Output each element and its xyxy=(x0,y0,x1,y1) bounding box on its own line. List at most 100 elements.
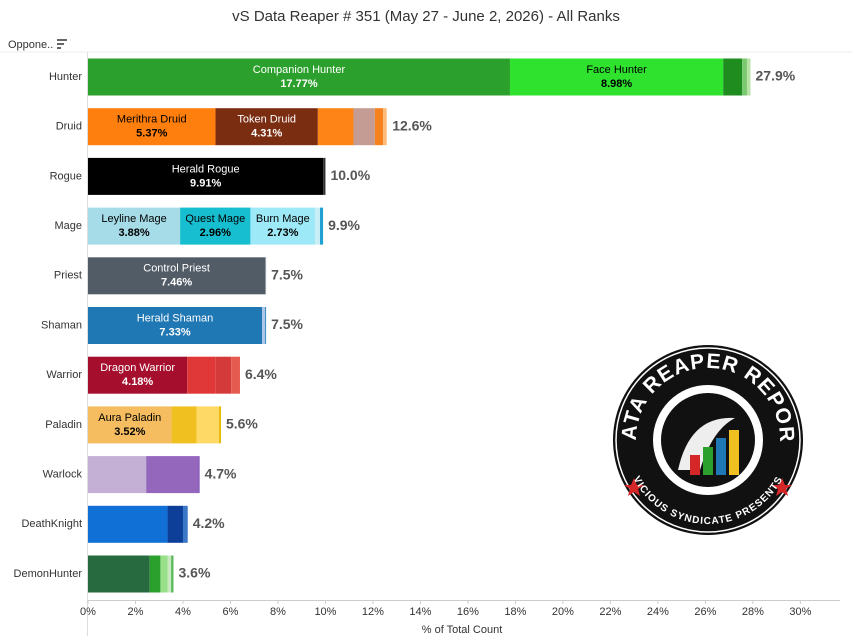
bar-segment xyxy=(723,58,743,96)
segment-value: 7.33% xyxy=(159,326,190,338)
total-label: 7.5% xyxy=(271,267,303,283)
bar-segment xyxy=(187,356,216,394)
column-header: Oppone.. xyxy=(8,39,53,51)
segment-name: Dragon Warrior xyxy=(100,362,175,374)
segment-name: Merithra Druid xyxy=(117,114,187,126)
x-tick-label: 20% xyxy=(552,606,574,618)
category-label: Warlock xyxy=(43,469,83,481)
category-label: Rogue xyxy=(50,170,82,182)
bar-segment xyxy=(167,505,183,543)
x-tick-label: 2% xyxy=(128,606,144,618)
segment-name: Herald Shaman xyxy=(137,312,213,324)
category-label: Shaman xyxy=(41,319,82,331)
x-tick-label: 10% xyxy=(314,606,336,618)
segment-value: 9.91% xyxy=(190,177,221,189)
x-tick-label: 16% xyxy=(457,606,479,618)
total-label: 12.6% xyxy=(392,117,432,133)
x-tick-label: 8% xyxy=(270,606,286,618)
bar-segment xyxy=(265,257,267,295)
bar-segment xyxy=(219,406,221,444)
bar-segment xyxy=(746,58,751,96)
bar-segment xyxy=(509,58,724,96)
total-label: 9.9% xyxy=(328,217,360,233)
bar-segment xyxy=(231,356,240,394)
bar-segment xyxy=(88,307,263,344)
bar-segment xyxy=(167,555,172,593)
segment-value: 2.96% xyxy=(200,227,231,239)
segment-name: Quest Mage xyxy=(185,213,245,225)
category-label: DemonHunter xyxy=(14,568,83,580)
bar-segment xyxy=(264,307,267,344)
bar-segment xyxy=(171,406,197,444)
total-label: 5.6% xyxy=(226,416,258,432)
segment-value: 5.37% xyxy=(136,128,167,140)
logo-star xyxy=(624,478,644,496)
sort-icon[interactable] xyxy=(57,39,67,49)
segment-value: 3.52% xyxy=(114,426,145,438)
segment-value: 2.73% xyxy=(267,227,298,239)
category-label: Hunter xyxy=(49,71,82,83)
bar-segment xyxy=(196,406,220,444)
x-tick-label: 22% xyxy=(599,606,621,618)
logo-bar xyxy=(690,455,700,475)
bar-segment xyxy=(88,406,172,444)
segment-name: Companion Hunter xyxy=(253,64,346,76)
x-tick-label: 26% xyxy=(694,606,716,618)
category-label: Mage xyxy=(54,220,82,232)
bar-segment xyxy=(319,207,324,245)
bar-segment xyxy=(374,108,384,146)
segment-name: Control Priest xyxy=(143,263,210,275)
segment-name: Herald Rogue xyxy=(172,163,240,175)
segment-value: 4.31% xyxy=(251,128,282,140)
bar-segment xyxy=(171,555,174,593)
segment-value: 8.98% xyxy=(601,78,632,90)
bar-segment xyxy=(88,58,510,96)
bar-segment xyxy=(180,207,251,245)
x-tick-label: 6% xyxy=(223,606,239,618)
total-label: 4.2% xyxy=(193,515,225,531)
x-tick-label: 4% xyxy=(175,606,191,618)
category-label: Priest xyxy=(54,270,82,282)
category-label: DeathKnight xyxy=(21,518,82,530)
bar-segment xyxy=(323,157,326,195)
bar-segment xyxy=(198,456,200,494)
bar-segment xyxy=(88,257,266,295)
bar-segment xyxy=(742,58,747,96)
segment-name: Burn Mage xyxy=(256,213,310,225)
segment-name: Aura Paladin xyxy=(98,412,161,424)
total-label: 3.6% xyxy=(178,565,210,581)
x-tick-label: 28% xyxy=(742,606,764,618)
bar-segment xyxy=(88,108,216,146)
logo-star xyxy=(772,478,792,496)
segment-value: 17.77% xyxy=(280,78,318,90)
total-label: 27.9% xyxy=(756,68,796,84)
x-tick-label: 18% xyxy=(504,606,526,618)
segment-value: 3.88% xyxy=(118,227,149,239)
bar-segment xyxy=(88,505,168,543)
bar-segment xyxy=(262,307,265,344)
bar-segment xyxy=(317,108,354,146)
bar-segment xyxy=(383,108,387,146)
total-label: 7.5% xyxy=(271,316,303,332)
segment-name: Face Hunter xyxy=(586,64,647,76)
segment-name: Leyline Mage xyxy=(101,213,166,225)
total-label: 6.4% xyxy=(245,366,277,382)
segment-value: 4.18% xyxy=(122,376,153,388)
category-label: Druid xyxy=(56,121,82,133)
total-label: 10.0% xyxy=(330,167,370,183)
bar-segment xyxy=(215,108,318,146)
bar-segment xyxy=(88,356,188,394)
bar-segment xyxy=(88,555,150,593)
logo-bar xyxy=(703,447,713,475)
bar-segment xyxy=(315,207,320,245)
bar-segment xyxy=(182,505,188,543)
x-tick-label: 30% xyxy=(789,606,811,618)
logo-bar xyxy=(729,430,739,475)
bar-segment xyxy=(88,157,324,195)
x-tick-label: 12% xyxy=(362,606,384,618)
total-label: 4.7% xyxy=(205,465,237,481)
bar-segment xyxy=(146,456,199,494)
bar-segment xyxy=(353,108,375,146)
segment-name: Token Druid xyxy=(237,114,296,126)
